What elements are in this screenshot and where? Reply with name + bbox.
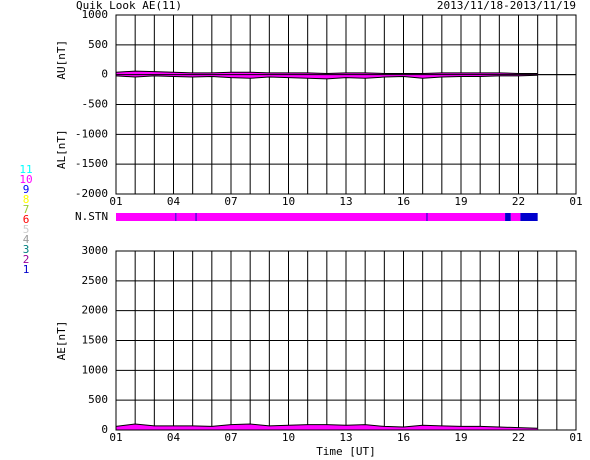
station-bar: [426, 213, 428, 221]
station-legend-label: 1: [23, 263, 30, 276]
x-tick-label: 22: [512, 195, 525, 208]
station-bar: [176, 213, 196, 221]
x-tick-label: 07: [224, 195, 237, 208]
series-line: [115, 70, 538, 74]
y-axis-label: AL[nT]: [55, 129, 68, 169]
station-bar: [196, 213, 427, 221]
y-tick-label: 0: [101, 423, 108, 436]
x-tick-label: 16: [397, 195, 410, 208]
y-tick-label: 0: [101, 68, 108, 81]
station-legend-label: 6: [23, 213, 30, 226]
y-tick-label: 2500: [82, 274, 109, 287]
area-fill: [116, 74, 538, 79]
x-tick-label: 04: [167, 431, 181, 444]
x-tick-label: 19: [454, 195, 467, 208]
y-tick-label: -1500: [75, 157, 108, 170]
chart-title: Quik Look AE(11): [76, 0, 182, 12]
y-tick-label: 500: [88, 38, 108, 51]
chart-subtitle: 2013/11/18-2013/11/19: [437, 0, 576, 12]
x-tick-label: 04: [167, 195, 181, 208]
station-legend-label: 11: [19, 163, 32, 176]
station-bar: [175, 213, 177, 221]
x-tick-label: 10: [282, 195, 295, 208]
y-tick-label: -500: [82, 98, 109, 111]
station-bar: [427, 213, 506, 221]
station-legend-label: 8: [23, 193, 30, 206]
y-axis-label: AU[nT]: [55, 40, 68, 80]
x-tick-label: 07: [224, 431, 237, 444]
y-tick-label: 500: [88, 393, 108, 406]
x-tick-label: 01: [569, 431, 582, 444]
y-tick-label: 1000: [82, 363, 109, 376]
station-legend-label: 10: [19, 173, 32, 186]
y-tick-label: -1000: [75, 127, 108, 140]
station-legend-label: 5: [23, 223, 30, 236]
plot-frame: [115, 14, 577, 195]
station-bar: [505, 213, 511, 221]
x-tick-label: 19: [454, 431, 467, 444]
station-bar: [195, 213, 197, 221]
plot-frame: [115, 250, 577, 431]
x-tick-label: 01: [569, 195, 582, 208]
x-axis-label: Time [UT]: [316, 445, 376, 458]
y-tick-label: 3000: [82, 244, 109, 257]
x-tick-label: 01: [109, 195, 122, 208]
station-legend-label: 2: [23, 253, 30, 266]
x-tick-label: 16: [397, 431, 410, 444]
station-bar: [116, 213, 176, 221]
y-tick-label: 1500: [82, 334, 109, 347]
y-tick-label: -2000: [75, 187, 108, 200]
station-legend-label: 7: [23, 203, 30, 216]
x-tick-label: 13: [339, 431, 352, 444]
area-fill: [116, 71, 538, 75]
station-bar: [510, 213, 521, 221]
station-bar: [520, 213, 538, 221]
series-line: [115, 423, 538, 429]
station-legend-label: 9: [23, 183, 30, 196]
x-tick-label: 10: [282, 431, 295, 444]
y-tick-label: 1000: [82, 8, 109, 21]
x-tick-label: 13: [339, 195, 352, 208]
x-tick-label: 01: [109, 431, 122, 444]
x-tick-label: 22: [512, 431, 525, 444]
series-line: [115, 74, 538, 80]
y-axis-label: AE[nT]: [55, 321, 68, 361]
y-tick-label: 2000: [82, 304, 109, 317]
station-legend-label: 3: [23, 243, 30, 256]
station-legend-label: 4: [23, 233, 30, 246]
y-axis-label: N.STN: [75, 210, 108, 223]
